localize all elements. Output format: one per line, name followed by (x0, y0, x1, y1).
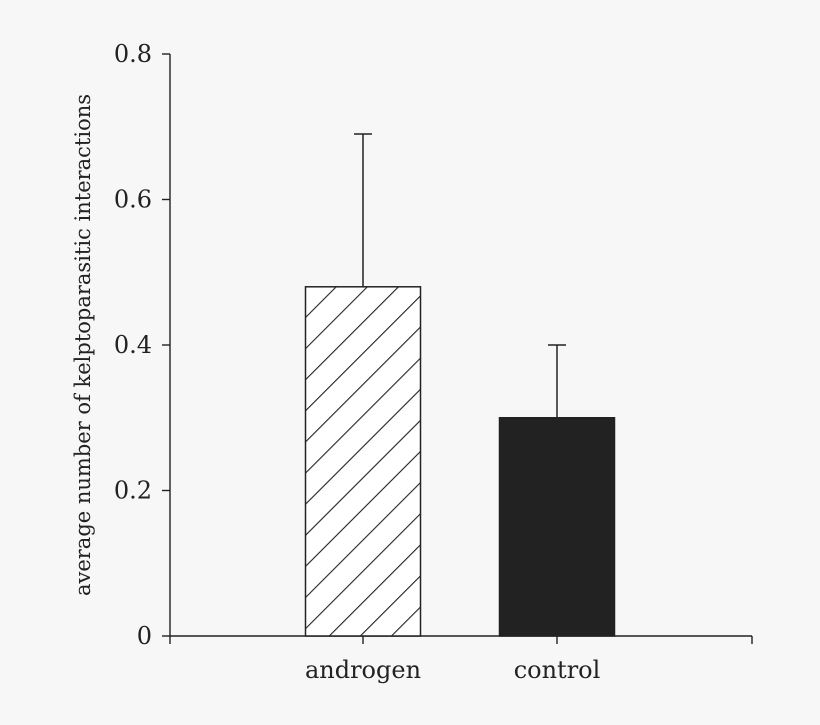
y-tick-label: 0 (137, 622, 152, 650)
labels: average number of kelptoparasitic intera… (71, 94, 95, 596)
y-axis-label: average number of kelptoparasitic intera… (71, 94, 95, 596)
x-tick-label: androgen (305, 656, 421, 684)
y-tick-label: 0.4 (114, 331, 152, 359)
bar-androgen (304, 286, 422, 637)
bars (304, 133, 616, 637)
x-tick-label: control (514, 656, 601, 684)
y-tick-label: 0.6 (114, 186, 152, 214)
bar-control (498, 417, 616, 637)
y-tick-label: 0.2 (114, 477, 152, 505)
axes: 0 0.2 0.4 0.6 0.8 androgen control (114, 40, 753, 684)
y-tick-label: 0.8 (114, 40, 152, 68)
